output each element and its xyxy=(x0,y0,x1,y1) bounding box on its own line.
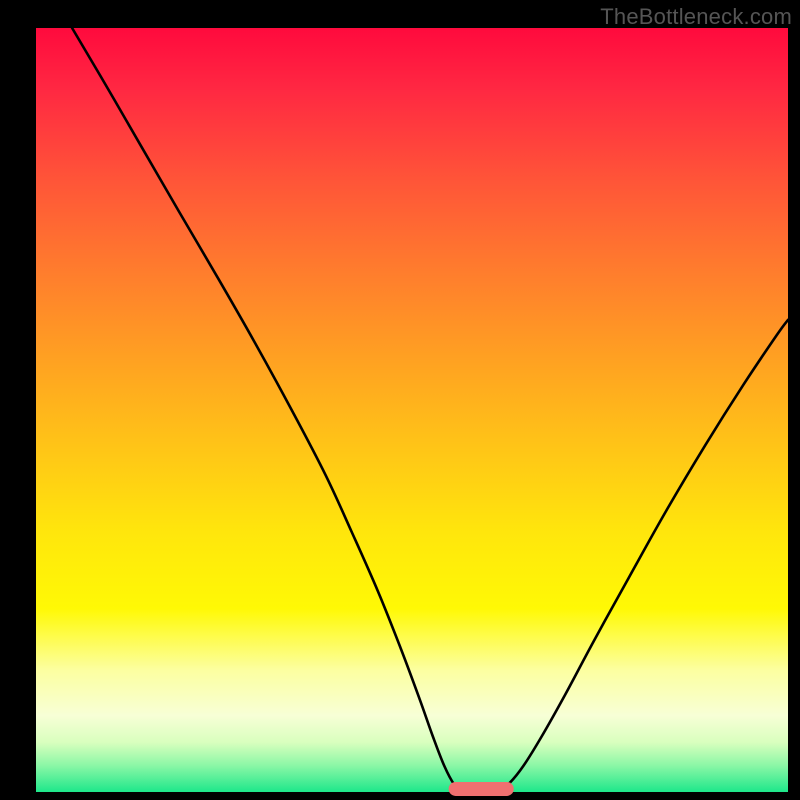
chart-svg xyxy=(0,0,800,800)
bottleneck-chart: TheBottleneck.com xyxy=(0,0,800,800)
